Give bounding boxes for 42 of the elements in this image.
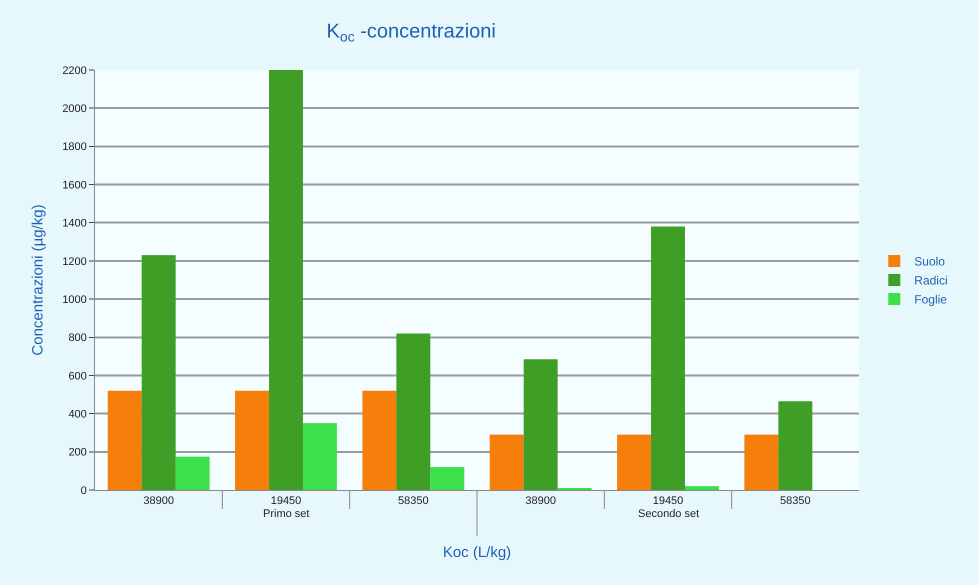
bar: [176, 456, 210, 490]
bar: [142, 255, 176, 490]
bar: [651, 226, 685, 490]
bar: [269, 70, 303, 490]
x-tick-label: 58350: [398, 495, 429, 508]
bar: [684, 486, 719, 490]
bar: [744, 434, 778, 490]
y-tick-label: 1000: [62, 294, 87, 306]
legend-label: Radici: [914, 274, 948, 288]
bar: [778, 401, 812, 490]
bar: [302, 423, 337, 490]
chart-title: K$_{oc}$ -concentrazioni: [326, 20, 496, 45]
bar: [617, 434, 652, 490]
y-tick-label: 1800: [62, 141, 87, 154]
x-tick-label: 19450: [270, 495, 302, 508]
x-axis-title: Koc (L/kg): [442, 544, 512, 562]
x-tick-label: 19450: [652, 495, 684, 508]
y-tick-label: 400: [68, 408, 87, 420]
bar: [108, 390, 142, 490]
bar: [235, 390, 270, 490]
text: Secondo set: [638, 508, 700, 520]
y-tick-label: 2200: [62, 64, 87, 77]
x-tick-label: 38900: [143, 495, 174, 508]
y-tick-label: 600: [68, 370, 87, 382]
x-tick-label: 58350: [780, 495, 811, 508]
y-tick-label: 200: [68, 446, 87, 459]
legend-label: Suolo: [914, 254, 946, 269]
text: Primo set: [263, 508, 310, 520]
bar: [490, 434, 524, 490]
y-tick-label: 1400: [62, 218, 87, 230]
bar: [396, 333, 430, 490]
y-tick-label: 0: [80, 484, 87, 497]
x-tick-label: 38900: [525, 495, 556, 508]
y-tick-label: 2000: [62, 103, 87, 116]
y-tick-label: 1200: [62, 256, 87, 268]
y-tick-label: 800: [68, 332, 87, 344]
bar: [430, 467, 464, 490]
legend-label: Foglie: [914, 292, 948, 307]
bar: [524, 359, 558, 490]
y-tick-label: 1600: [62, 179, 87, 192]
y-axis-title: Concentrazioni (µg/kg): [30, 204, 47, 356]
bar: [362, 390, 396, 490]
